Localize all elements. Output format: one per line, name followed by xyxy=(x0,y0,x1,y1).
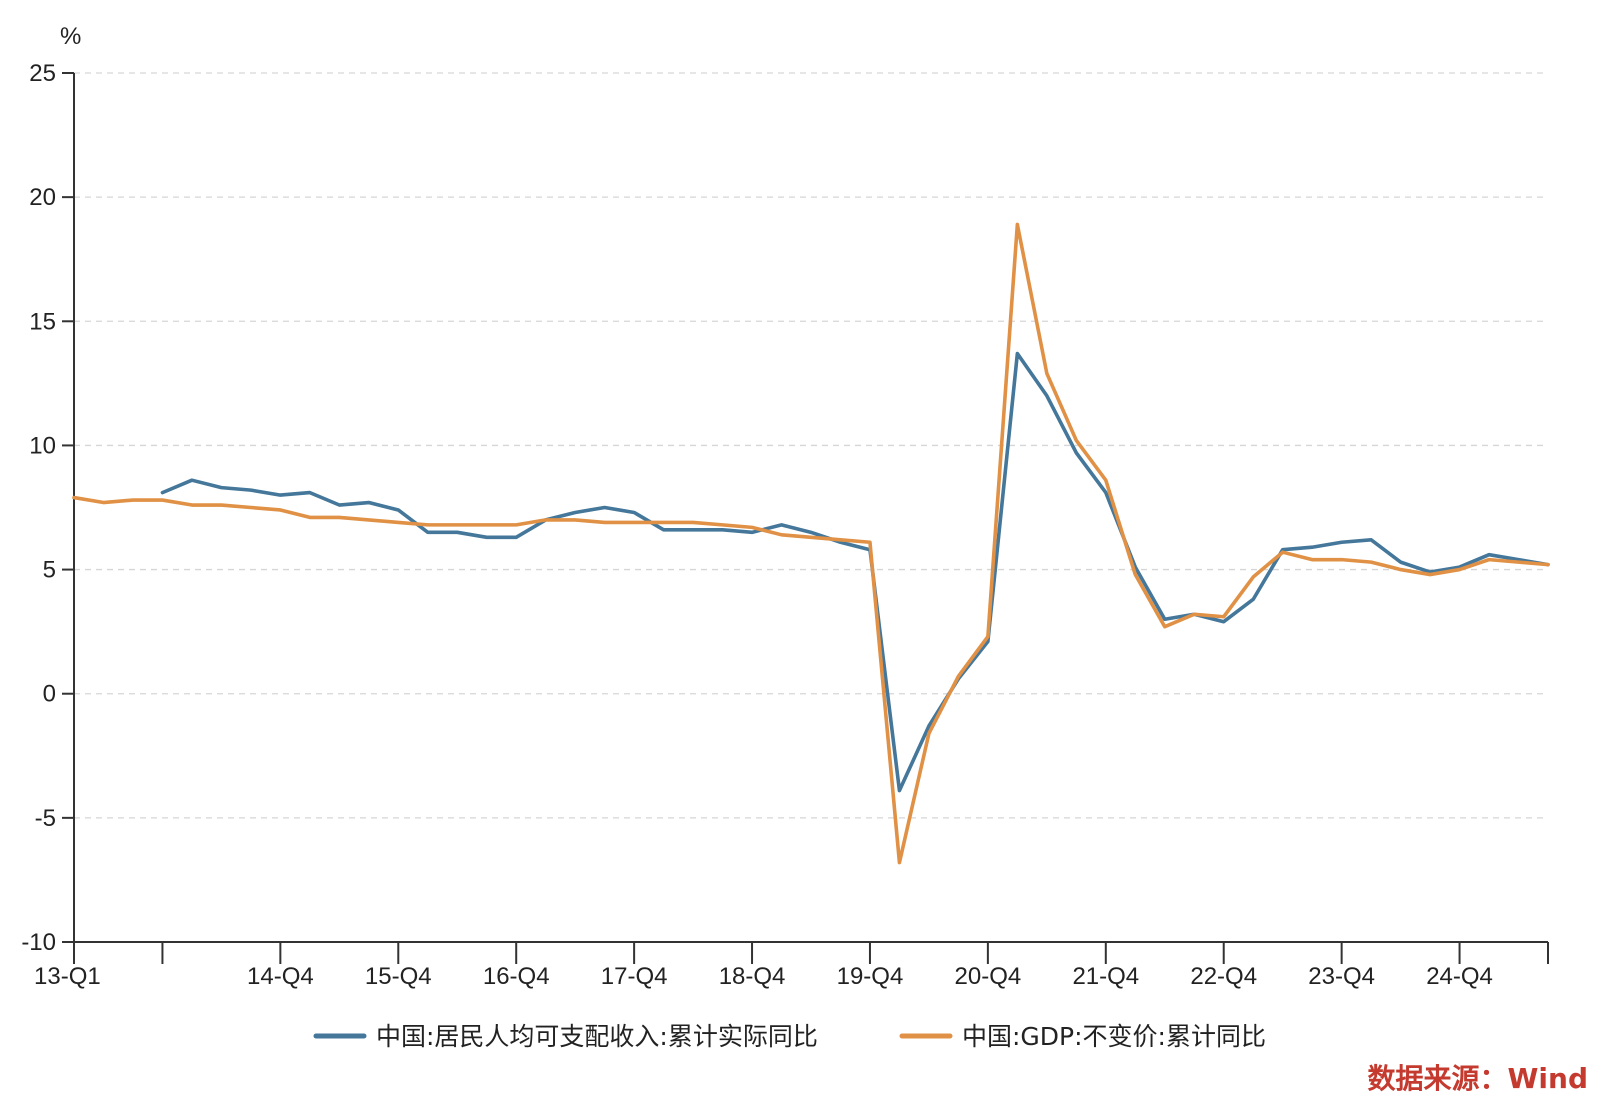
x-tick-label: 16-Q4 xyxy=(483,963,550,990)
x-tick-label: 17-Q4 xyxy=(601,963,668,990)
x-tick-label: 13-Q1 xyxy=(34,963,101,990)
y-tick-label: -5 xyxy=(35,805,56,832)
series-lines xyxy=(72,222,1550,865)
y-tick-label: -10 xyxy=(21,929,56,956)
y-unit-label: % xyxy=(60,23,81,50)
x-tick-label: 24-Q4 xyxy=(1426,963,1493,990)
legend-label: 中国:GDP:不变价:累计同比 xyxy=(962,1022,1266,1051)
x-tick-label: 19-Q4 xyxy=(837,963,904,990)
y-tick-label: 15 xyxy=(29,308,56,335)
x-tick-label: 14-Q4 xyxy=(247,963,314,990)
y-ticks: 25 20 15 10 5 0 -5 -10 xyxy=(21,60,74,956)
x-ticks: 13-Q1 14-Q4 15-Q4 16-Q4 17-Q4 18-Q4 19-Q4 20-Q4… xyxy=(34,942,1549,990)
x-tick-label: 21-Q4 xyxy=(1072,963,1139,990)
series-line-2 xyxy=(72,222,1550,865)
gridlines xyxy=(74,72,1548,819)
x-tick-label: 23-Q4 xyxy=(1308,963,1375,990)
legend-label: 中国:居民人均可支配收入:累计实际同比 xyxy=(376,1022,818,1051)
x-tick-label: 20-Q4 xyxy=(955,963,1022,990)
x-tick-label: 18-Q4 xyxy=(719,963,786,990)
y-tick-label: 20 xyxy=(29,184,56,211)
legend: 中国:居民人均可支配收入:累计实际同比 中国:GDP:不变价:累计同比 xyxy=(313,1022,1266,1051)
source-note: 数据来源：Wind xyxy=(1368,1062,1588,1095)
y-tick-label: 0 xyxy=(43,681,56,708)
x-tick-label: 22-Q4 xyxy=(1190,963,1257,990)
series-line-1 xyxy=(160,351,1550,793)
axes xyxy=(73,73,1548,943)
y-tick-label: 25 xyxy=(29,60,56,87)
y-tick-label: 5 xyxy=(43,557,56,584)
x-tick-label: 15-Q4 xyxy=(365,963,432,990)
y-tick-label: 10 xyxy=(29,432,56,459)
